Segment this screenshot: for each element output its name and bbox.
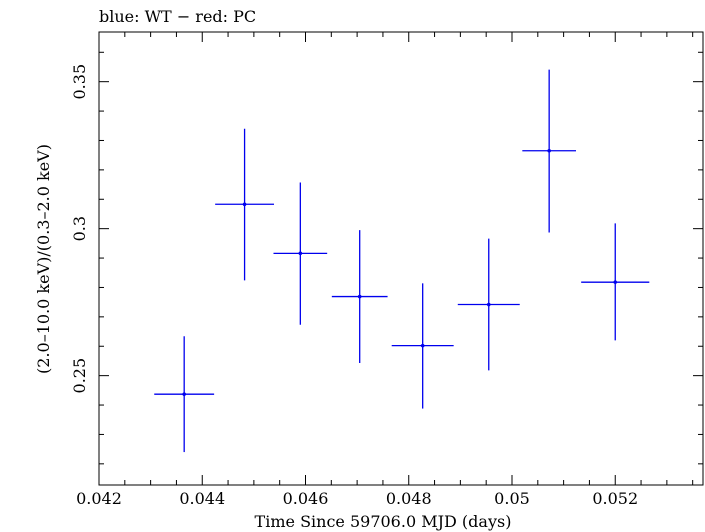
point-marker bbox=[298, 251, 303, 256]
point-marker bbox=[182, 392, 186, 396]
data-points bbox=[154, 69, 650, 453]
x-axis-label: Time Since 59706.0 MJD (days) bbox=[255, 512, 512, 531]
plot-frame bbox=[98, 31, 704, 486]
x-tick-label: 0.048 bbox=[386, 489, 432, 508]
data-point bbox=[154, 336, 215, 453]
y-tick-label: 0.25 bbox=[70, 358, 89, 394]
data-point bbox=[331, 230, 388, 364]
x-tick-label: 0.052 bbox=[592, 489, 638, 508]
data-point bbox=[273, 182, 328, 325]
point-marker bbox=[357, 294, 362, 299]
data-point bbox=[215, 128, 275, 281]
x-axis: 0.042 0.044 0.046 0.048 0.05 0.052 bbox=[76, 32, 694, 508]
y-tick-label: 0.35 bbox=[70, 64, 89, 100]
point-marker bbox=[420, 343, 425, 348]
x-tick-label: 0.042 bbox=[76, 489, 122, 508]
data-point bbox=[457, 238, 520, 371]
y-axis: 0.25 0.3 0.35 bbox=[70, 51, 703, 465]
x-tick-label: 0.044 bbox=[179, 489, 225, 508]
point-marker bbox=[486, 302, 491, 307]
y-axis-label: (2.0–10.0 keV)/(0.3–2.0 keV) bbox=[34, 144, 53, 374]
data-point bbox=[581, 223, 650, 341]
data-point bbox=[391, 283, 454, 409]
x-tick-label: 0.05 bbox=[494, 489, 530, 508]
point-marker bbox=[547, 148, 551, 153]
chart-title: blue: WT − red: PC bbox=[99, 7, 256, 26]
data-point bbox=[522, 69, 577, 233]
point-marker bbox=[613, 280, 618, 284]
point-marker bbox=[242, 202, 247, 207]
x-tick-label: 0.046 bbox=[283, 489, 329, 508]
y-tick-label: 0.3 bbox=[70, 216, 89, 241]
